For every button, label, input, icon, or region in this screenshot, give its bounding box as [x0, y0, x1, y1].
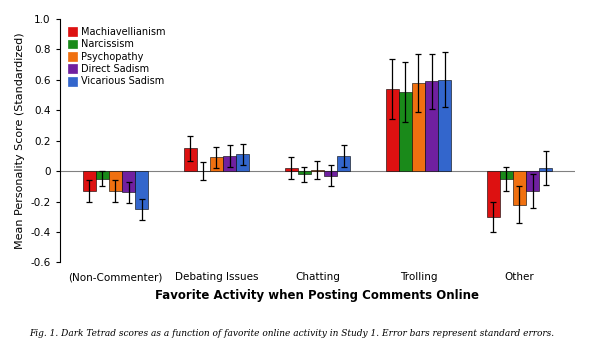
- Bar: [135, 171, 148, 209]
- Bar: [122, 171, 135, 192]
- Bar: [324, 171, 337, 176]
- Bar: [386, 89, 399, 171]
- Bar: [399, 92, 412, 171]
- X-axis label: Favorite Activity when Posting Comments Online: Favorite Activity when Posting Comments …: [155, 289, 480, 302]
- Bar: [96, 171, 109, 179]
- Y-axis label: Mean Personality Score (Standardized): Mean Personality Score (Standardized): [15, 32, 25, 249]
- Bar: [311, 169, 324, 171]
- Bar: [236, 154, 249, 171]
- Bar: [425, 81, 438, 171]
- Bar: [412, 83, 425, 171]
- Bar: [337, 156, 350, 171]
- Bar: [438, 80, 451, 171]
- Bar: [526, 171, 539, 191]
- Bar: [487, 171, 500, 217]
- Bar: [513, 171, 526, 205]
- Bar: [83, 171, 96, 191]
- Bar: [500, 171, 513, 179]
- Bar: [298, 171, 311, 174]
- Text: Fig. 1. Dark Tetrad scores as a function of favorite online activity in Study 1.: Fig. 1. Dark Tetrad scores as a function…: [30, 329, 555, 338]
- Bar: [539, 168, 552, 171]
- Bar: [210, 158, 223, 171]
- Bar: [284, 168, 298, 171]
- Bar: [109, 171, 122, 191]
- Bar: [183, 148, 196, 171]
- Bar: [223, 156, 236, 171]
- Legend: Machiavellianism, Narcissism, Psychopathy, Direct Sadism, Vicarious Sadism: Machiavellianism, Narcissism, Psychopath…: [65, 24, 169, 89]
